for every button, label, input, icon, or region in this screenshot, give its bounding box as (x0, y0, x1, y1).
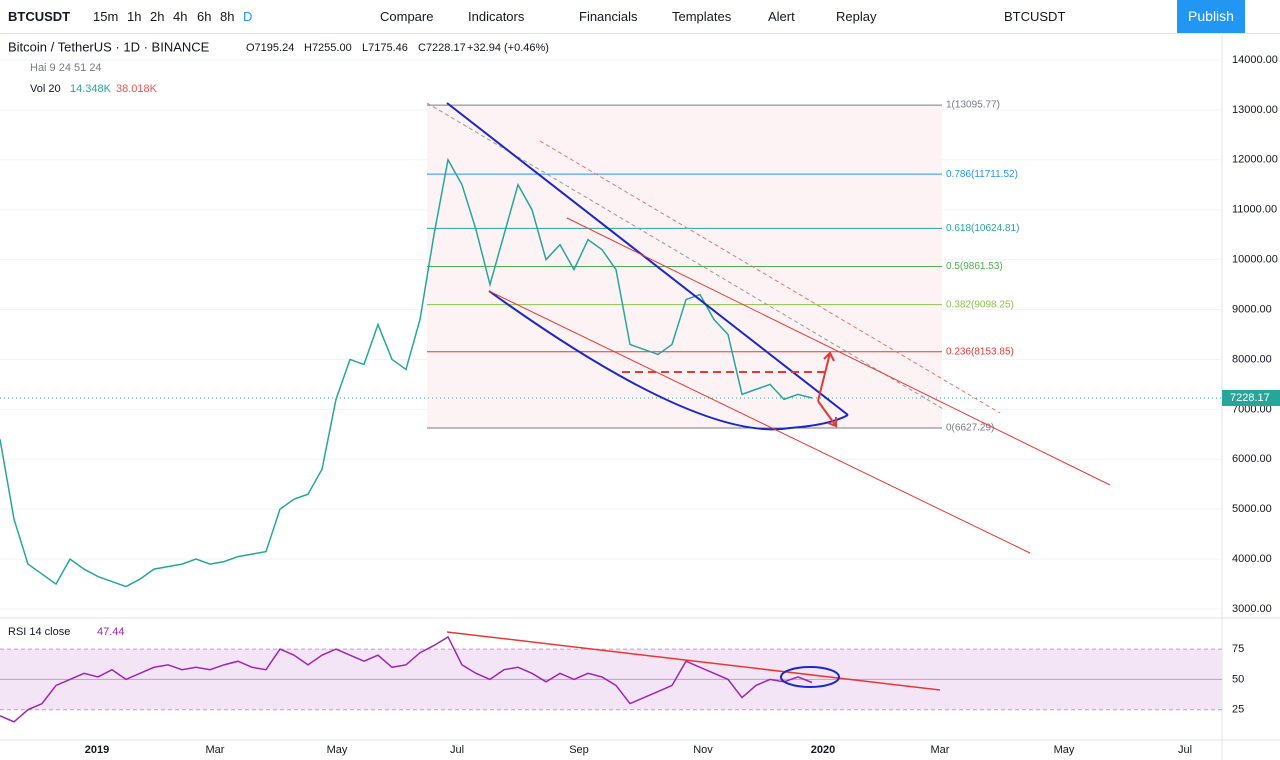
x-tick-label: Nov (693, 744, 713, 756)
legend-ohlc: C7228.17 (418, 42, 466, 54)
templates-button[interactable]: Templates (672, 9, 732, 24)
interval[interactable]: 1h (127, 9, 142, 24)
toolbar: BTCUSDT 15m 1h 2h 4h 6h 8h D Compare Ind… (0, 0, 1280, 34)
y-tick-label: 25 (1232, 704, 1244, 716)
price-line (0, 157, 813, 588)
fib-label: 0.786(11711.52) (946, 169, 1018, 180)
replay-button[interactable]: Replay (836, 9, 877, 24)
fib-label: 0(6627.29) (946, 423, 994, 434)
indicators-button[interactable]: Indicators (468, 9, 525, 24)
y-tick-label: 14000.00 (1232, 54, 1278, 66)
legend-ohlc: H7255.00 (304, 42, 352, 54)
arrow (817, 351, 837, 428)
symbol[interactable]: BTCUSDT (8, 9, 71, 24)
compare-button[interactable]: Compare (380, 9, 434, 24)
trend-line (539, 140, 1001, 414)
y-tick-label: 75 (1232, 643, 1244, 655)
fib-label: 0.618(10624.81) (946, 223, 1019, 234)
fib-label: 0.236(8153.85) (946, 346, 1014, 357)
x-tick-label: 2020 (811, 744, 835, 756)
y-tick-label: 11000.00 (1232, 204, 1277, 216)
financials-button[interactable]: Financials (579, 9, 638, 24)
price-line (0, 635, 813, 723)
alert-button[interactable]: Alert (768, 9, 795, 24)
x-tick-label: 2019 (85, 744, 109, 756)
x-tick-label: Sep (569, 744, 589, 756)
fib-label: 1(13095.77) (946, 100, 1000, 111)
channel-line (488, 290, 1031, 554)
y-tick-label: 6000.00 (1232, 453, 1272, 465)
y-tick-label: 50 (1232, 673, 1244, 685)
symbol-search[interactable]: BTCUSDT (1004, 9, 1066, 24)
fib-label: 0.5(9861.53) (946, 261, 1003, 272)
rsi-value: 47.44 (97, 626, 125, 638)
interval[interactable]: 6h (197, 9, 212, 24)
interval[interactable]: 15m (93, 9, 119, 24)
channel-line (566, 217, 1111, 486)
time-axis: 2019 Mar May Jul Sep Nov 2020 Mar May Jul (85, 744, 1192, 756)
indicator-legend: Hai 9 24 51 24 (30, 62, 102, 74)
x-tick-label: Mar (931, 744, 950, 756)
y-tick-label: 4000.00 (1232, 553, 1272, 565)
x-tick-label: Mar (206, 744, 225, 756)
drawings (426, 102, 1111, 691)
legend-change: +32.94 (+0.46%) (467, 42, 549, 54)
legend-ohlc: O7195.24 (246, 42, 294, 54)
x-tick-label: May (327, 744, 348, 756)
y-tick-label: 8000.00 (1232, 353, 1272, 365)
rsi-trend-line (446, 631, 941, 691)
rsi-circle (780, 666, 840, 688)
rsi-legend: RSI 14 close (8, 626, 70, 638)
y-tick-label: 13000.00 (1232, 104, 1278, 116)
last-price-box (1222, 389, 1280, 406)
y-tick-label: 7000.00 (1232, 403, 1272, 415)
x-tick-label: Jul (1178, 744, 1192, 756)
y-tick-label: 9000.00 (1232, 303, 1272, 315)
chart: Bitcoin / TetherUS · 1D · BINANCE O7195.… (0, 33, 1280, 760)
volume-legend: Vol 20 (30, 83, 61, 95)
y-tick-label: 12000.00 (1232, 154, 1278, 166)
legend-ohlc: L7175.46 (362, 42, 408, 54)
legend-title: Bitcoin / TetherUS · 1D · BINANCE (8, 39, 210, 54)
volume-value: 38.018K (116, 83, 158, 95)
interval[interactable]: 4h (173, 9, 188, 24)
y-tick-label: 10000.00 (1232, 254, 1278, 266)
last-price-label: 7228.17 (1230, 392, 1270, 404)
x-tick-label: Jul (450, 744, 464, 756)
trend-line (446, 102, 849, 416)
x-tick-label: May (1054, 744, 1075, 756)
interval[interactable]: 2h (150, 9, 165, 24)
interval[interactable]: 8h (220, 9, 235, 24)
publish-button[interactable]: Publish (1177, 0, 1245, 33)
y-tick-label: 5000.00 (1232, 503, 1272, 515)
volume-value: 14.348K (70, 83, 112, 95)
y-tick-label: 3000.00 (1232, 603, 1272, 615)
trend-curve (488, 290, 849, 431)
interval[interactable]: D (243, 9, 253, 24)
fib-label: 0.382(9098.25) (946, 299, 1014, 310)
